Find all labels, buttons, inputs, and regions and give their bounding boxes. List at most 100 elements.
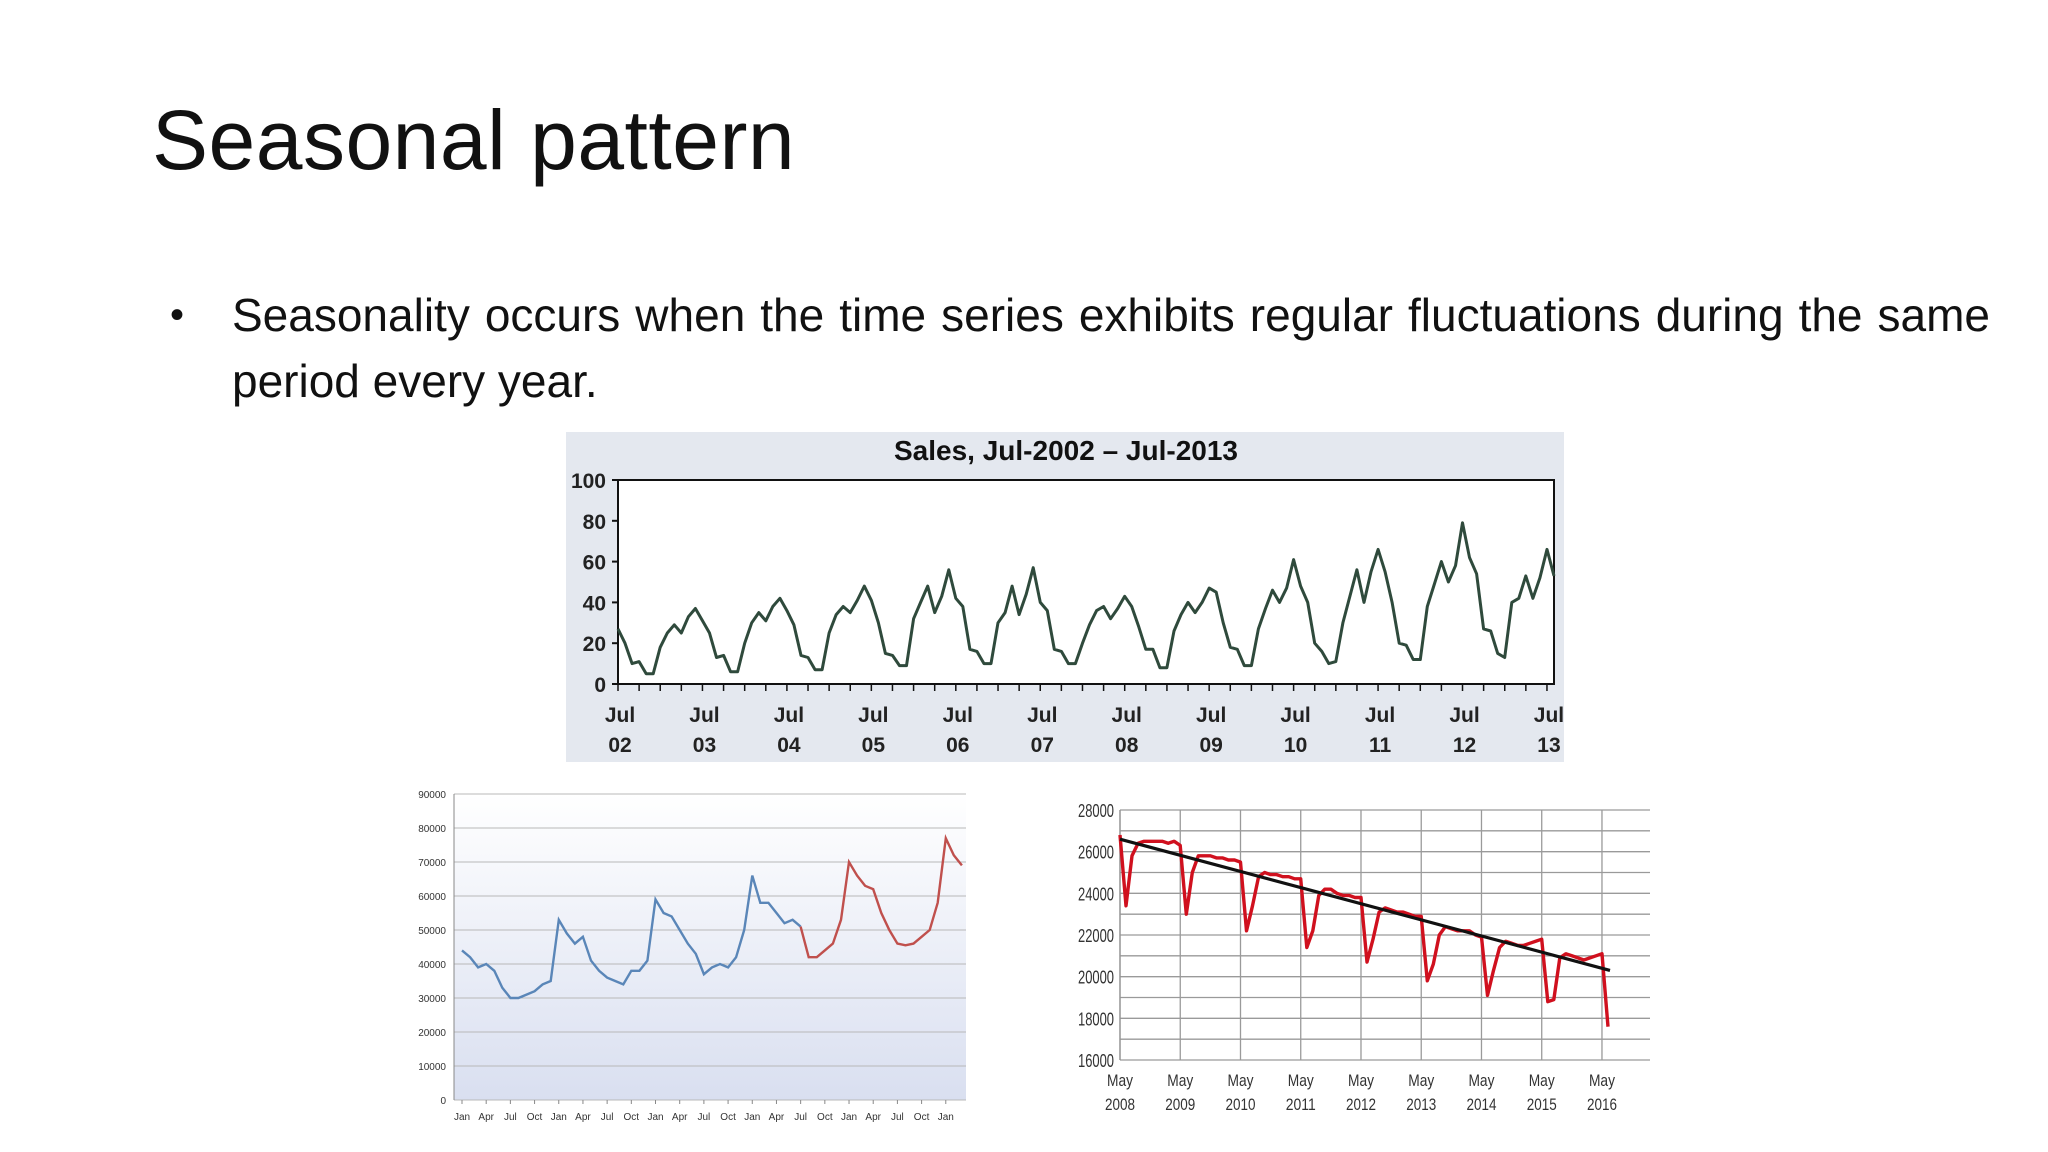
x-tick-label-year: 10 [1284, 734, 1307, 757]
y-tick-label: 20 [583, 633, 606, 656]
x-tick-label-year: 06 [946, 734, 969, 757]
y-tick-label: 80 [583, 511, 606, 534]
slide-title: Seasonal pattern [152, 93, 796, 187]
y-tick-label: 60000 [418, 892, 446, 903]
x-tick-label-year: 03 [693, 734, 716, 757]
x-tick-label-year: 2011 [1286, 1095, 1316, 1114]
x-tick-label-month: Jul [1534, 704, 1564, 727]
y-tick-label: 10000 [418, 1062, 446, 1073]
y-tick-label: 50000 [418, 926, 446, 937]
x-tick-label: Jan [647, 1112, 663, 1123]
y-tick-label: 40000 [418, 960, 446, 971]
x-tick-label-year: 11 [1369, 734, 1392, 757]
chart-declining-trend: 16000 18000 20000 22000 24000 26000 28000 May 20… [1078, 801, 1650, 1114]
x-tick-label-month: May [1408, 1071, 1434, 1090]
y-tick-label: 30000 [418, 994, 446, 1005]
x-tick-label-month: May [1529, 1071, 1555, 1090]
bullet-icon: • [170, 293, 185, 337]
y-tick-label: 22000 [1078, 926, 1114, 946]
x-tick-label: Apr [769, 1112, 785, 1123]
x-tick-label-year: 2010 [1225, 1095, 1255, 1114]
x-tick-label-month: Jul [689, 704, 719, 727]
x-tick-label: Jul [504, 1112, 517, 1123]
x-tick-label-month: May [1167, 1071, 1193, 1090]
sales-line [616, 521, 1556, 676]
x-tick-label: Jul [794, 1112, 807, 1123]
x-tick-label: Jul [697, 1112, 710, 1123]
y-tick-label: 100 [571, 470, 606, 493]
chart-title: Sales, Jul-2002 – Jul-2013 [894, 435, 1238, 466]
x-tick-label-month: Jul [774, 704, 804, 727]
x-tick-label-month: May [1107, 1071, 1133, 1090]
y-tick-label: 0 [594, 674, 606, 697]
x-tick-label-month: Jul [1112, 704, 1142, 727]
x-tick-label: Jan [938, 1112, 954, 1123]
x-tick-label-year: 04 [777, 734, 801, 757]
x-tick-label-year: 07 [1031, 734, 1054, 757]
x-tick-label-year: 2015 [1527, 1095, 1557, 1114]
y-tick-label: 26000 [1078, 843, 1114, 863]
x-tick-label: Jul [601, 1112, 614, 1123]
x-tick-label-year: 02 [608, 734, 631, 757]
x-tick-label-year: 05 [862, 734, 886, 757]
x-tick-label: Oct [720, 1112, 736, 1123]
x-tick-label: Jan [744, 1112, 760, 1123]
x-tick-label: Jul [891, 1112, 904, 1123]
y-tick-label: 40 [583, 592, 606, 615]
x-tick-label-month: Jul [1027, 704, 1057, 727]
x-tick-label: Oct [527, 1112, 543, 1123]
x-tick-label: Jan [454, 1112, 470, 1123]
y-tick-label: 80000 [418, 824, 446, 835]
bullet-point: • Seasonality occurs when the time serie… [170, 282, 1990, 414]
x-tick-label: Oct [817, 1112, 833, 1123]
chart-seasonal-blue-red: 0 10000 20000 30000 40000 50000 60000 70000 8000… [418, 790, 966, 1123]
series-line [1118, 834, 1610, 1027]
x-tick-label-month: May [1468, 1071, 1494, 1090]
x-tick-label: Oct [624, 1112, 640, 1123]
y-tick-label: 60 [583, 552, 606, 575]
x-tick-label-year: 2008 [1105, 1095, 1135, 1114]
y-tick-label: 18000 [1078, 1009, 1114, 1029]
x-tick-label: Jan [841, 1112, 857, 1123]
bullet-text: Seasonality occurs when the time series … [232, 289, 1990, 407]
x-tick-label-month: Jul [1280, 704, 1310, 727]
x-tick-label-year: 13 [1537, 734, 1560, 757]
y-tick-label: 20000 [418, 1028, 446, 1039]
y-tick-label: 16000 [1078, 1051, 1114, 1071]
x-tick-label-year: 2016 [1587, 1095, 1617, 1114]
x-tick-label-month: Jul [1365, 704, 1395, 727]
y-tick-label: 28000 [1078, 801, 1114, 821]
x-tick-label-month: Jul [1196, 704, 1226, 727]
x-tick-label-month: Jul [605, 704, 635, 727]
x-tick-label-month: May [1227, 1071, 1253, 1090]
plot-area [454, 794, 966, 1100]
x-tick-label-year: 2012 [1346, 1095, 1376, 1114]
x-tick-label: Apr [575, 1112, 591, 1123]
x-tick-label: Apr [865, 1112, 881, 1123]
x-tick-label-month: May [1589, 1071, 1615, 1090]
x-tick-label: Apr [478, 1112, 494, 1123]
x-tick-label-month: Jul [1449, 704, 1479, 727]
y-tick-label: 24000 [1078, 884, 1114, 904]
chart-sales-2002-2013: Sales, Jul-2002 – Jul-2013020406080100Ju… [566, 432, 1564, 762]
x-tick-label: Oct [914, 1112, 930, 1123]
x-tick-label: Jan [551, 1112, 567, 1123]
x-tick-label-month: Jul [858, 704, 888, 727]
series-line-blue [461, 875, 802, 1000]
x-tick-label-year: 2014 [1466, 1095, 1496, 1114]
y-tick-label: 0 [440, 1096, 446, 1107]
x-tick-label-year: 09 [1199, 734, 1222, 757]
x-tick-label-year: 2013 [1406, 1095, 1436, 1114]
y-tick-label: 20000 [1078, 968, 1114, 988]
x-tick-label-month: Jul [943, 704, 973, 727]
y-tick-label: 70000 [418, 858, 446, 869]
x-tick-label: Apr [672, 1112, 688, 1123]
trend-line [1119, 837, 1611, 972]
x-tick-label-year: 12 [1453, 734, 1476, 757]
plot-area [617, 479, 1555, 685]
x-tick-label-month: May [1288, 1071, 1314, 1090]
x-tick-label-month: May [1348, 1071, 1374, 1090]
x-tick-label-year: 08 [1115, 734, 1139, 757]
x-tick-label-year: 2009 [1165, 1095, 1195, 1114]
series-line-red [799, 833, 963, 959]
